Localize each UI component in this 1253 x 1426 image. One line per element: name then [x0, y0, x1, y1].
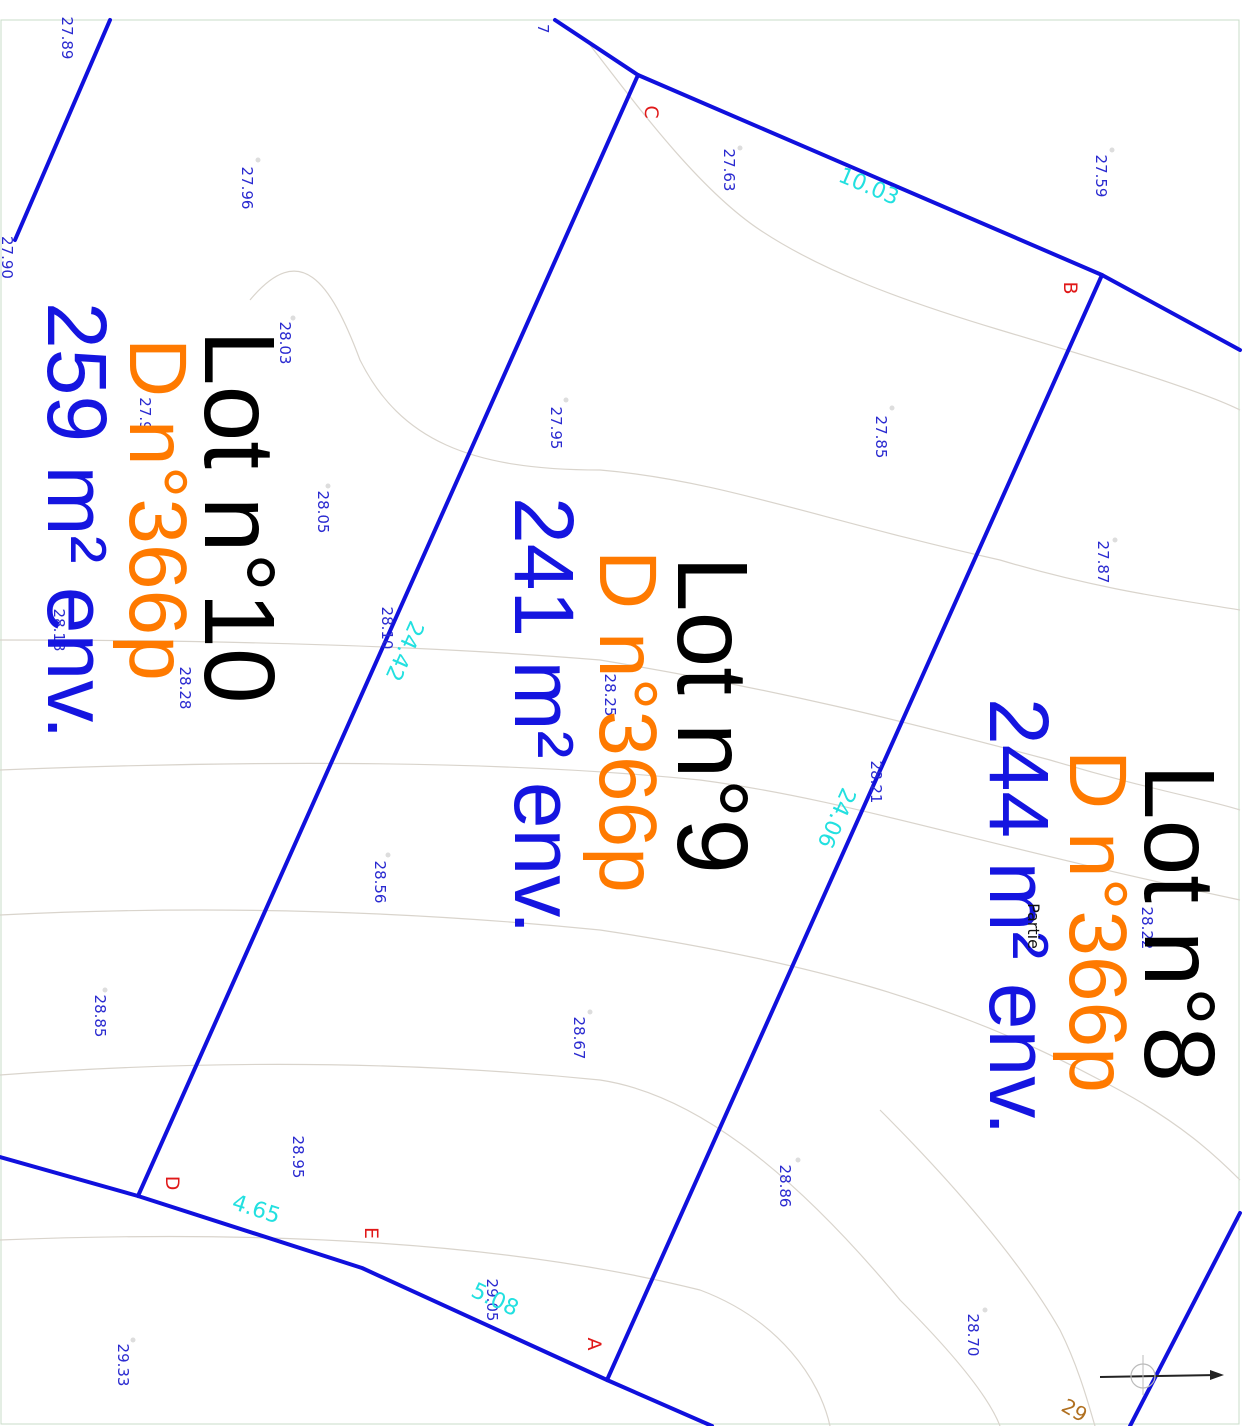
north-arrow-icon	[1099, 1355, 1224, 1395]
spot-height: 28.18	[50, 609, 68, 652]
corner-label-c: C	[640, 105, 662, 118]
corner-label-a: A	[583, 1338, 605, 1351]
lot-area: 241 m² env.	[497, 497, 591, 934]
spot-height: 28.21	[867, 761, 885, 804]
spot-heights: 27.89 27.96 28.03 27.9 28.05 28.10 28.18…	[50, 17, 1156, 1387]
spot-height: 27.89	[58, 17, 76, 60]
spot-height: 28.05	[314, 491, 332, 534]
lot-area: 244 m² env.	[972, 698, 1066, 1135]
spot-height: 27.85	[872, 416, 890, 459]
edge-fragment: 27.90	[0, 236, 16, 279]
boundary-north-left	[13, 18, 112, 242]
spot-height: 28.86	[776, 1165, 794, 1208]
edge-fragment: 7	[534, 24, 552, 34]
contour-lines	[0, 44, 1241, 1426]
corner-label-b: B	[1059, 281, 1081, 294]
spot-height: 27.9	[136, 397, 154, 430]
lot-name: Lot n°10	[183, 330, 295, 704]
lot-parcel: D n°366p	[582, 550, 673, 893]
spot-height: 27.63	[720, 149, 738, 192]
spot-markers	[102, 145, 1118, 1343]
boundary-lot9-lot10	[136, 73, 640, 1198]
spot-height: 28.03	[276, 322, 294, 365]
spot-height: 29.33	[114, 1344, 132, 1387]
spot-height: 28.85	[91, 995, 109, 1038]
lot-10-label: Lot n°10 D n°366p 259 m² env.	[30, 302, 295, 739]
dimension-label: 10.03	[835, 163, 903, 211]
partial-label: Partie	[1024, 903, 1043, 949]
lot-name: Lot n°8	[1123, 764, 1235, 1082]
lot-parcel: D n°366p	[1052, 750, 1143, 1093]
spot-height: 28.56	[371, 861, 389, 904]
lot-8-label: Lot n°8 D n°366p 244 m² env.	[972, 698, 1235, 1135]
lot-name: Lot n°9	[656, 556, 768, 874]
boundary-bottom	[0, 1155, 714, 1426]
spot-height: 28.22	[1138, 907, 1156, 950]
spot-height: 29.05	[483, 1279, 501, 1322]
lot-area: 259 m² env.	[30, 302, 124, 739]
spot-height: 27.96	[238, 167, 256, 210]
spot-height: 28.25	[601, 674, 619, 717]
plan-frame	[0, 19, 1240, 1425]
spot-height: 28.95	[289, 1136, 307, 1179]
spot-height: 27.59	[1092, 155, 1110, 198]
dimension-label: 24.06	[812, 784, 860, 852]
spot-height: 28.10	[378, 607, 396, 650]
boundary-right-lower	[1128, 1211, 1242, 1426]
corner-label-e: E	[360, 1227, 382, 1239]
lot-boundaries	[0, 18, 1242, 1426]
boundary-lot8-lot9	[605, 273, 1104, 1382]
corner-labels: A B C D E	[161, 105, 1081, 1350]
spot-height: 27.87	[1094, 541, 1112, 584]
spot-height: 28.70	[964, 1314, 982, 1357]
lot-parcel: D n°366p	[112, 338, 203, 681]
dimension-label: 4.65	[229, 1190, 283, 1229]
boundary-top	[553, 18, 1242, 352]
lot-9-label: Lot n°9 D n°366p 241 m² env.	[497, 497, 768, 934]
spot-height: 28.28	[176, 667, 194, 710]
spot-height: 28.67	[570, 1017, 588, 1060]
spot-height: 27.95	[547, 407, 565, 450]
corner-label-d: D	[161, 1176, 183, 1191]
